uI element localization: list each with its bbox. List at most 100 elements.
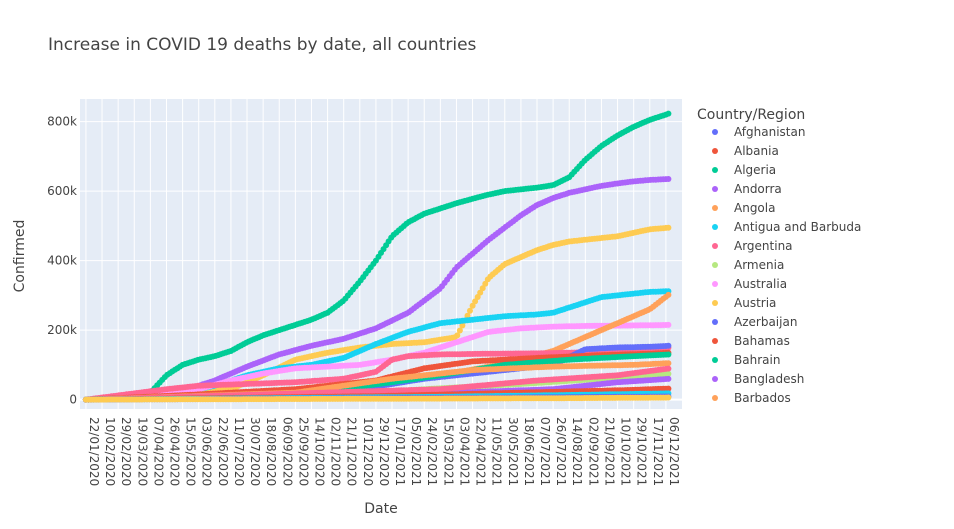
x-tick-label: 03/06/2020 (200, 417, 214, 486)
x-tick-label: 05/02/2021 (409, 417, 423, 486)
legend-marker (712, 300, 718, 306)
legend-label: Bahamas (734, 334, 790, 348)
x-tick-label: 22/06/2020 (216, 417, 230, 486)
data-point (665, 224, 672, 231)
legend-marker (712, 357, 718, 363)
data-point (665, 342, 672, 349)
x-tick-label: 21/11/2020 (345, 417, 359, 486)
y-tick-label: 400k (47, 254, 77, 268)
x-tick-label: 15/05/2020 (184, 417, 198, 486)
x-tick-label: 29/12/2020 (377, 417, 391, 486)
legend-label: Bangladesh (734, 372, 804, 386)
x-tick-label: 30/07/2020 (248, 417, 262, 486)
legend-label: Albania (734, 144, 779, 158)
legend-marker (712, 243, 718, 249)
data-point (482, 280, 489, 287)
legend-label: Algeria (734, 163, 776, 177)
x-tick-label: 22/04/2021 (474, 417, 488, 486)
legend-marker (712, 129, 718, 135)
x-tick-label: 07/07/2021 (538, 417, 552, 486)
legend-item[interactable]: Antigua and Barbuda (712, 220, 861, 234)
x-axis-ticks: 22/01/2020 10/02/2020 29/02/2020 19/03/2020… (87, 417, 681, 486)
x-tick-label: 29/10/2021 (635, 417, 649, 486)
data-point (456, 327, 463, 334)
x-tick-label: 02/11/2020 (329, 417, 343, 486)
legend-marker (712, 186, 718, 192)
x-tick-label: 07/04/2020 (151, 417, 165, 486)
series-2 (82, 224, 672, 403)
y-tick-label: 600k (47, 184, 77, 198)
x-tick-label: 14/08/2021 (570, 417, 584, 486)
x-tick-label: 15/03/2021 (441, 417, 455, 486)
data-point (665, 110, 672, 117)
legend-marker (712, 338, 718, 344)
data-point (469, 302, 476, 309)
data-point (467, 307, 473, 314)
x-tick-label: 02/09/2021 (586, 417, 600, 486)
x-tick-label: 10/12/2020 (361, 417, 375, 486)
legend-label: Argentina (734, 239, 793, 253)
x-tick-label: 14/10/2020 (312, 417, 326, 486)
legend-marker (712, 262, 718, 268)
legend-marker (712, 224, 718, 230)
data-point (665, 351, 672, 358)
data-point (665, 291, 672, 298)
data-point (665, 360, 672, 367)
legend-label: Australia (734, 277, 787, 291)
x-tick-label: 17/01/2021 (393, 417, 407, 486)
y-tick-label: 800k (47, 115, 77, 129)
x-tick-label: 19/03/2020 (135, 417, 149, 486)
legend-label: Andorra (734, 182, 782, 196)
y-axis-title: Confirmed (12, 220, 28, 293)
x-tick-label: 11/07/2020 (232, 417, 246, 486)
legend-label: Afghanistan (734, 125, 805, 139)
legend-label: Angola (734, 201, 775, 215)
x-tick-label: 30/05/2021 (506, 417, 520, 486)
x-tick-label: 25/09/2020 (296, 417, 310, 486)
x-tick-label: 21/09/2021 (602, 417, 616, 486)
x-tick-label: 17/11/2021 (651, 417, 665, 486)
legend-label: Armenia (734, 258, 784, 272)
data-point (479, 285, 486, 292)
data-point (472, 298, 479, 305)
legend-marker (712, 376, 718, 382)
x-tick-label: 10/10/2021 (619, 417, 633, 486)
data-point (474, 294, 481, 300)
x-axis-title: Date (364, 501, 397, 517)
data-point (665, 365, 672, 372)
legend-marker (712, 281, 718, 287)
x-tick-label: 18/06/2021 (522, 417, 536, 486)
legend-title: Country/Region (697, 107, 805, 123)
data-point (454, 332, 461, 339)
legend-marker (712, 148, 718, 154)
x-tick-label: 10/02/2020 (103, 417, 117, 486)
x-tick-label: 06/12/2021 (667, 417, 681, 486)
y-tick-label: 0 (69, 393, 77, 407)
legend-label: Bahrain (734, 353, 780, 367)
x-tick-label: 24/02/2021 (425, 417, 439, 486)
series-0 (82, 110, 672, 403)
y-tick-label: 200k (47, 323, 77, 337)
legend-label: Austria (734, 296, 776, 310)
data-point (665, 375, 672, 382)
legend-marker (712, 319, 718, 325)
legend-marker (712, 395, 718, 401)
x-tick-label: 29/02/2020 (119, 417, 133, 486)
legend-marker (712, 167, 718, 173)
data-point (665, 321, 672, 328)
chart-title: Increase in COVID 19 deaths by date, all… (48, 35, 477, 55)
data-point (477, 289, 484, 296)
x-tick-label: 22/01/2020 (87, 417, 101, 486)
x-tick-label: 18/08/2020 (264, 417, 278, 486)
x-tick-label: 26/07/2021 (554, 417, 568, 486)
x-tick-label: 26/04/2020 (167, 417, 181, 486)
data-point (459, 322, 466, 329)
data-point (665, 176, 672, 182)
x-tick-label: 03/04/2021 (457, 417, 471, 486)
legend-label: Azerbaijan (734, 315, 797, 329)
x-tick-label: 06/09/2020 (280, 417, 294, 486)
legend-marker (712, 205, 718, 211)
legend-label: Antigua and Barbuda (734, 220, 861, 234)
